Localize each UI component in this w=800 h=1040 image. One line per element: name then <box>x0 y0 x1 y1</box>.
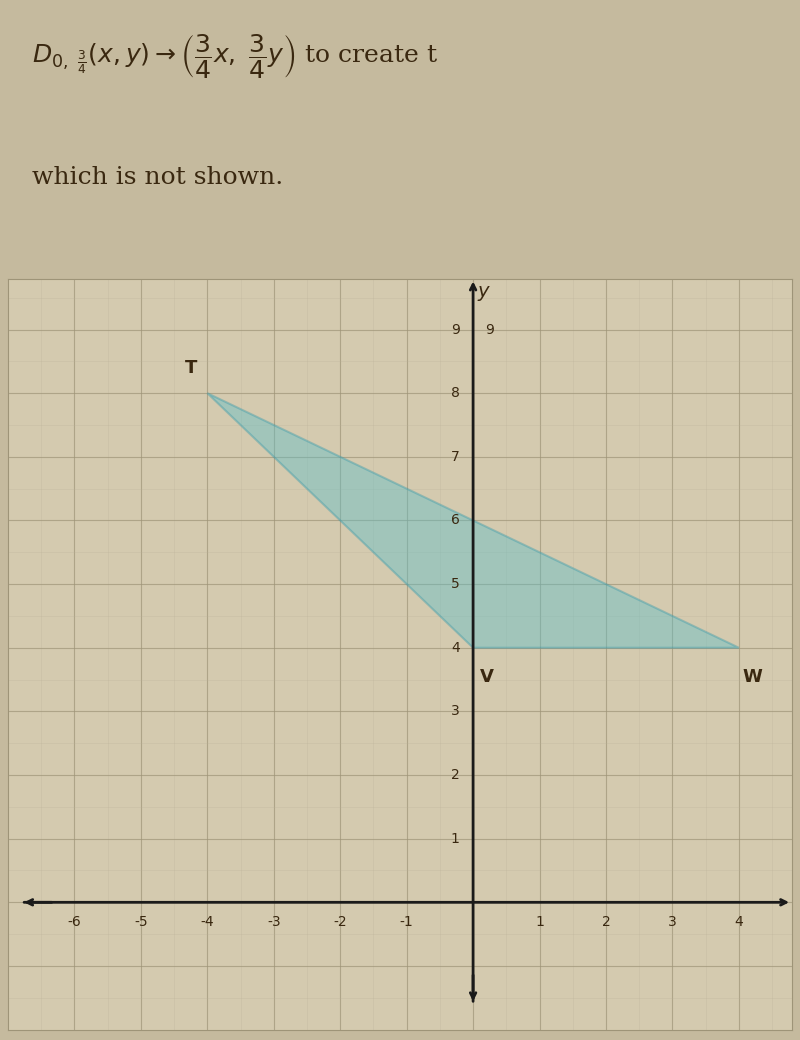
Text: 9: 9 <box>485 322 494 337</box>
Text: 7: 7 <box>451 450 460 464</box>
Text: -3: -3 <box>267 915 281 929</box>
Text: 2: 2 <box>451 768 460 782</box>
Text: 6: 6 <box>451 514 460 527</box>
Text: 9: 9 <box>451 322 460 337</box>
Text: -1: -1 <box>400 915 414 929</box>
Text: 4: 4 <box>451 641 460 655</box>
Text: 3: 3 <box>668 915 677 929</box>
Text: y: y <box>478 282 489 301</box>
Text: 4: 4 <box>734 915 743 929</box>
Text: 1: 1 <box>451 832 460 846</box>
Text: -6: -6 <box>67 915 82 929</box>
Text: T: T <box>185 359 197 378</box>
Text: -5: -5 <box>134 915 148 929</box>
Text: which is not shown.: which is not shown. <box>31 166 282 189</box>
Text: 2: 2 <box>602 915 610 929</box>
Text: -4: -4 <box>201 915 214 929</box>
Text: $D_{0,\ \frac{3}{4}}(x,y) \rightarrow \left(\dfrac{3}{4}x,\ \dfrac{3}{4}y\right): $D_{0,\ \frac{3}{4}}(x,y) \rightarrow \l… <box>31 32 438 80</box>
Text: W: W <box>742 668 762 686</box>
Text: 8: 8 <box>451 386 460 400</box>
Text: 1: 1 <box>535 915 544 929</box>
Text: -2: -2 <box>334 915 347 929</box>
Text: 5: 5 <box>451 577 460 591</box>
Text: V: V <box>479 668 494 686</box>
Polygon shape <box>207 393 739 648</box>
Text: 3: 3 <box>451 704 460 719</box>
